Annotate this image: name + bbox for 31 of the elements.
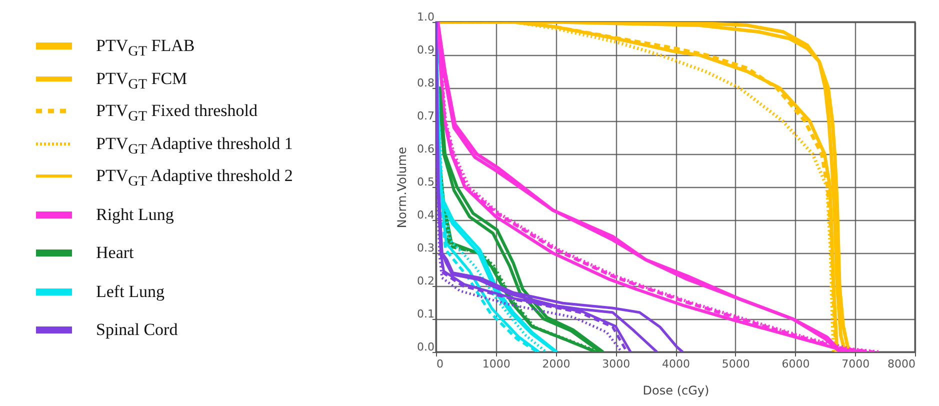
- y-axis-title: Norm.Volume: [395, 146, 410, 228]
- y-tick-label: 0.9: [417, 44, 434, 56]
- legend-label: PTV$_{GT}$ Fixed threshold: [96, 101, 258, 125]
- y-tick-label: 0.2: [417, 274, 434, 288]
- legend-label: Left Lung: [96, 282, 164, 302]
- y-tick-label: 0.6: [417, 142, 434, 156]
- x-tick-label: 7000: [842, 358, 870, 370]
- y-tick-label: 0.0: [417, 340, 434, 354]
- x-tick-label: 5000: [722, 358, 750, 370]
- y-tick-label: 0.4: [417, 208, 434, 222]
- y-tick-label: 0.8: [417, 76, 434, 90]
- x-axis-title: Dose (cGy): [642, 384, 710, 398]
- legend-label: Spinal Cord: [96, 320, 178, 340]
- legend-label: Right Lung: [96, 204, 174, 225]
- x-tick-label: 3000: [602, 358, 630, 370]
- y-tick-label: 0.7: [417, 110, 434, 122]
- x-tick-label: 8000: [888, 358, 916, 370]
- legend-label: Heart: [96, 243, 134, 264]
- y-tick-label: 0.1: [417, 308, 434, 320]
- legend-label: PTV$_{GT}$ FLAB: [96, 36, 195, 60]
- x-tick-label: 1000: [482, 358, 510, 370]
- x-tick-label: 0: [436, 358, 444, 370]
- legend-label: PTV$_{GT}$ Adaptive threshold 2: [96, 166, 293, 190]
- legend-label: PTV$_{GT}$ FCM: [96, 68, 188, 92]
- x-tick-label: 4000: [662, 358, 690, 370]
- x-tick-label: 6000: [782, 358, 810, 370]
- legend-label: PTV$_{GT}$ Adaptive threshold 1: [96, 134, 293, 158]
- x-tick-label: 2000: [542, 358, 570, 370]
- y-tick-label: 1.0: [417, 10, 434, 24]
- y-tick-label: 0.5: [417, 176, 434, 188]
- y-tick-label: 0.3: [417, 242, 434, 254]
